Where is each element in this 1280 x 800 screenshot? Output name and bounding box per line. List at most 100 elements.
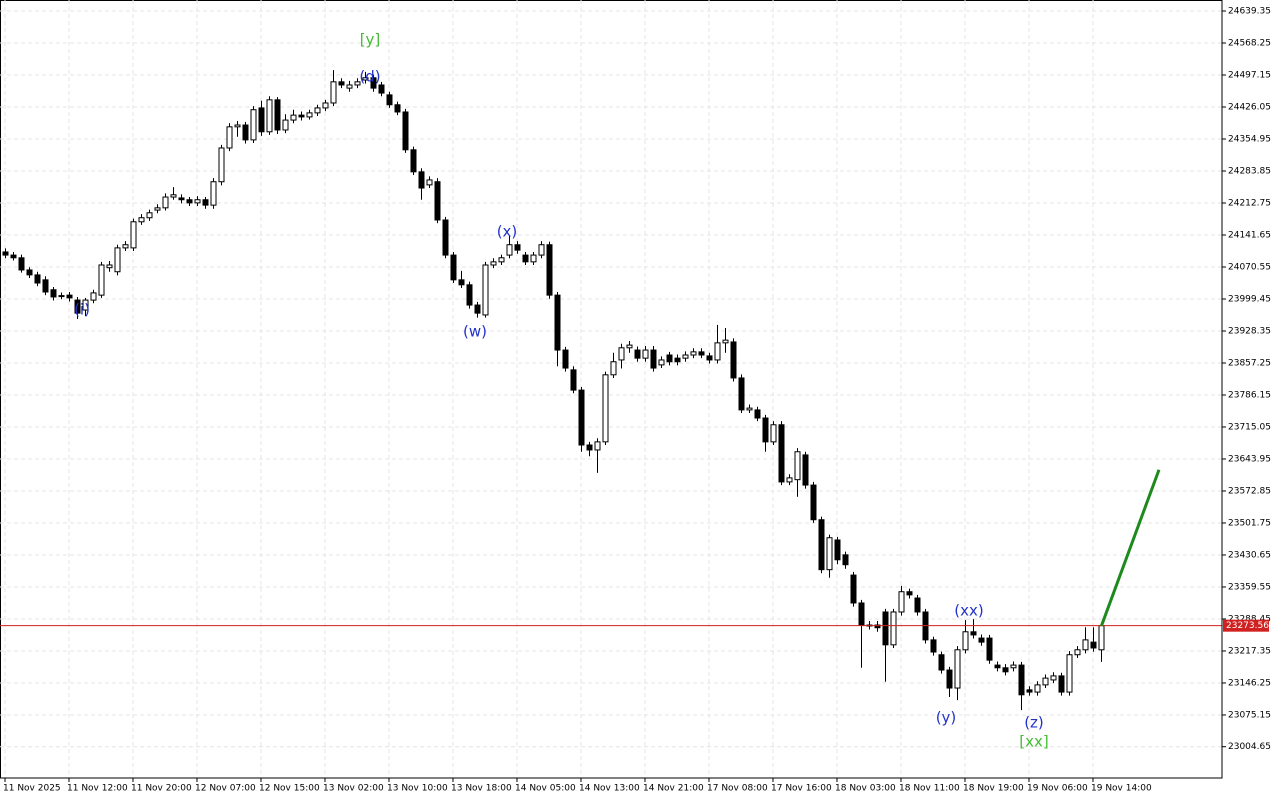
candle-body (834, 539, 841, 561)
y-tick-label: 23857.25 (1228, 358, 1271, 368)
projection-line (1100, 469, 1161, 627)
candle-body (122, 244, 129, 249)
candle-body (874, 624, 881, 629)
wave-label: (w) (463, 323, 487, 341)
y-tick-label: 24212.75 (1228, 198, 1271, 208)
candle-body (586, 444, 593, 451)
candle-body (914, 597, 921, 613)
y-tick-label: 23999.45 (1228, 294, 1271, 304)
y-tick-label: 24070.55 (1228, 262, 1271, 272)
candle-body (810, 484, 817, 521)
candle-body (1034, 684, 1041, 693)
candle-body (842, 554, 849, 566)
candle-body (970, 631, 977, 636)
x-tick-label: 13 Nov 18:00 (451, 784, 512, 794)
candle-body (714, 342, 721, 361)
candles (0, 70, 1222, 711)
candle-body (642, 349, 649, 359)
candle-body (1002, 667, 1009, 673)
candle-body (954, 649, 961, 689)
current-price-tag (1223, 619, 1269, 632)
x-tick-label: 19 Nov 14:00 (1091, 784, 1152, 794)
candle-body (514, 244, 521, 251)
candle-body (994, 664, 1001, 669)
candle-body (738, 377, 745, 411)
candle-body (746, 407, 753, 411)
candle-body (626, 344, 633, 349)
y-tick-label: 24283.85 (1228, 166, 1271, 176)
candle-body (1010, 664, 1017, 669)
candle-body (754, 409, 761, 419)
candle-body (538, 244, 545, 256)
x-tick-label: 11 Nov 2025 (3, 784, 61, 794)
y-tick-label: 24141.65 (1228, 230, 1271, 240)
candle-body (378, 84, 385, 94)
candle-body (274, 99, 281, 131)
candle-body (178, 197, 185, 201)
y-tick-label: 23715.05 (1228, 422, 1271, 432)
y-tick-label: 24426.05 (1228, 102, 1271, 112)
candle-body (346, 84, 353, 89)
wave-label: [y] (360, 31, 381, 49)
candle-body (698, 351, 705, 356)
candle-body (986, 637, 993, 661)
wave-label: (d) (359, 68, 380, 86)
candle-body (218, 147, 225, 183)
candle-body (410, 149, 417, 173)
x-tick-label: 17 Nov 08:00 (707, 784, 768, 794)
y-tick-label: 23430.65 (1228, 550, 1271, 560)
plot-frame (0, 0, 1223, 779)
candle-body (706, 355, 713, 361)
candle-body (1058, 675, 1065, 693)
candle-body (258, 107, 265, 133)
candle-body (106, 264, 113, 269)
candle-body (130, 221, 137, 249)
candle-body (530, 254, 537, 263)
candle-body (546, 244, 553, 296)
candle-body (354, 81, 361, 86)
candle-body (202, 199, 209, 206)
candle-body (330, 81, 337, 104)
candle-body (482, 264, 489, 316)
candle-body (594, 441, 601, 451)
grid (0, 0, 1222, 778)
y-tick-label: 24568.25 (1228, 39, 1271, 49)
candle-body (306, 112, 313, 118)
candle-body (498, 257, 505, 263)
candle-body (386, 94, 393, 106)
candle-body (522, 254, 529, 263)
candle-body (906, 591, 913, 596)
candle-body (466, 284, 473, 306)
candle-body (1066, 654, 1073, 693)
candle-body (490, 261, 497, 266)
candle-body (362, 77, 369, 81)
candle-body (1050, 675, 1057, 681)
candle-body (338, 81, 345, 86)
candle-body (722, 339, 729, 344)
x-tick-label: 11 Nov 12:00 (67, 784, 128, 794)
candle-body (554, 294, 561, 351)
candle-body (818, 519, 825, 571)
candle-body (322, 102, 329, 109)
candle-body (50, 289, 57, 298)
x-tick-label: 18 Nov 19:00 (963, 784, 1024, 794)
candle-body (658, 359, 665, 366)
y-tick-label: 23359.55 (1228, 582, 1271, 592)
candle-body (10, 254, 17, 259)
candle-body (418, 171, 425, 189)
candle-body (890, 611, 897, 646)
candle-body (146, 212, 153, 219)
candle-body (786, 477, 793, 483)
candle-body (66, 294, 73, 299)
candle-body (114, 247, 121, 273)
wave-label: (xx) (954, 602, 983, 620)
candle-body (58, 295, 65, 298)
candle-body (474, 304, 481, 314)
candle-body (266, 99, 273, 133)
current-price-label: 23273.56 (1226, 621, 1269, 631)
candle-body (394, 104, 401, 113)
candle-body (1082, 639, 1089, 651)
x-tick-label: 12 Nov 15:00 (259, 784, 320, 794)
